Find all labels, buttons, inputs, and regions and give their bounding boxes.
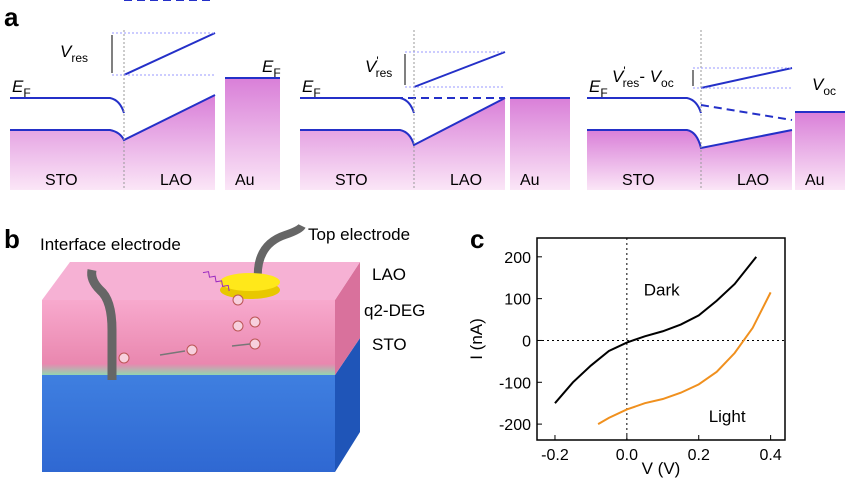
figure: a b c EFVresEFSTOLAOAuEFV'resSTOLAOAuEFV…: [0, 0, 845, 479]
symbol: EF: [262, 57, 281, 80]
y-tick-label: 200: [504, 250, 531, 267]
symbol-part: E: [12, 77, 24, 96]
label: q2-DEG: [364, 301, 425, 320]
x-tick-label: 0.4: [759, 447, 781, 464]
symbol-part: -: [639, 67, 649, 86]
y-tick-label: -200: [499, 417, 531, 434]
band: [701, 105, 792, 120]
x-tick-label: -0.2: [541, 447, 569, 464]
x-tick-label: 0.0: [616, 447, 638, 464]
symbol: EF: [12, 77, 31, 100]
region-label: Au: [235, 172, 255, 189]
symbol: Vres: [60, 42, 88, 65]
band: [124, 33, 215, 75]
region-label: LAO: [737, 172, 769, 189]
y-tick-label: -100: [499, 375, 531, 392]
band: [701, 68, 792, 88]
device-schematic: Interface electrode Top electrode LAO q2…: [40, 225, 425, 472]
series-label: Light: [709, 407, 746, 426]
y-tick-label: 0: [522, 333, 531, 350]
band: [414, 52, 505, 87]
band: [300, 98, 414, 113]
symbol: V'res: [365, 54, 392, 80]
y-axis-label: I (nA): [467, 318, 486, 360]
x-tick-label: 0.2: [688, 447, 710, 464]
region-label: LAO: [160, 172, 192, 189]
symbol-part: res: [376, 66, 393, 80]
symbol-part: res: [71, 51, 88, 65]
band: [10, 98, 124, 113]
y-tick-label: 100: [504, 292, 531, 309]
iv-chart: -0.2 0.0 0.2 0.4 -200 -100 0 100 200 V (V) I (nA) D…: [467, 238, 785, 478]
region-label: Au: [805, 172, 825, 189]
symbol-part: E: [589, 77, 601, 96]
symbol: EF: [589, 77, 608, 100]
region-label: LAO: [450, 172, 482, 189]
label: Top electrode: [308, 225, 410, 244]
symbol-part: F: [313, 86, 320, 100]
symbol-part: F: [23, 86, 30, 100]
label: LAO: [372, 265, 406, 284]
symbol-part: E: [262, 57, 274, 76]
symbol: V'res- Voc: [612, 64, 674, 90]
label: Interface electrode: [40, 235, 181, 254]
series-line: [555, 257, 756, 403]
region-label: STO: [45, 172, 78, 189]
panel-label: c: [470, 224, 484, 254]
region-label: STO: [335, 172, 368, 189]
symbol-part: E: [302, 77, 314, 96]
label: STO: [372, 335, 407, 354]
metal: [510, 98, 570, 190]
panel-label: a: [4, 2, 19, 32]
symbol-part: F: [600, 86, 607, 100]
region-label: STO: [622, 172, 655, 189]
panel-label: b: [4, 224, 20, 254]
symbol-part: F: [273, 66, 280, 80]
region-label: Au: [520, 172, 540, 189]
series-line: [598, 292, 771, 424]
x-axis-label: V (V): [642, 459, 681, 478]
band: [587, 98, 701, 113]
symbol-part: res: [623, 76, 640, 90]
symbol: EF: [302, 77, 321, 100]
symbol-part: oc: [823, 84, 836, 98]
symbol: Voc: [812, 75, 836, 98]
series-label: Dark: [644, 280, 680, 299]
symbol-part: oc: [661, 76, 674, 90]
